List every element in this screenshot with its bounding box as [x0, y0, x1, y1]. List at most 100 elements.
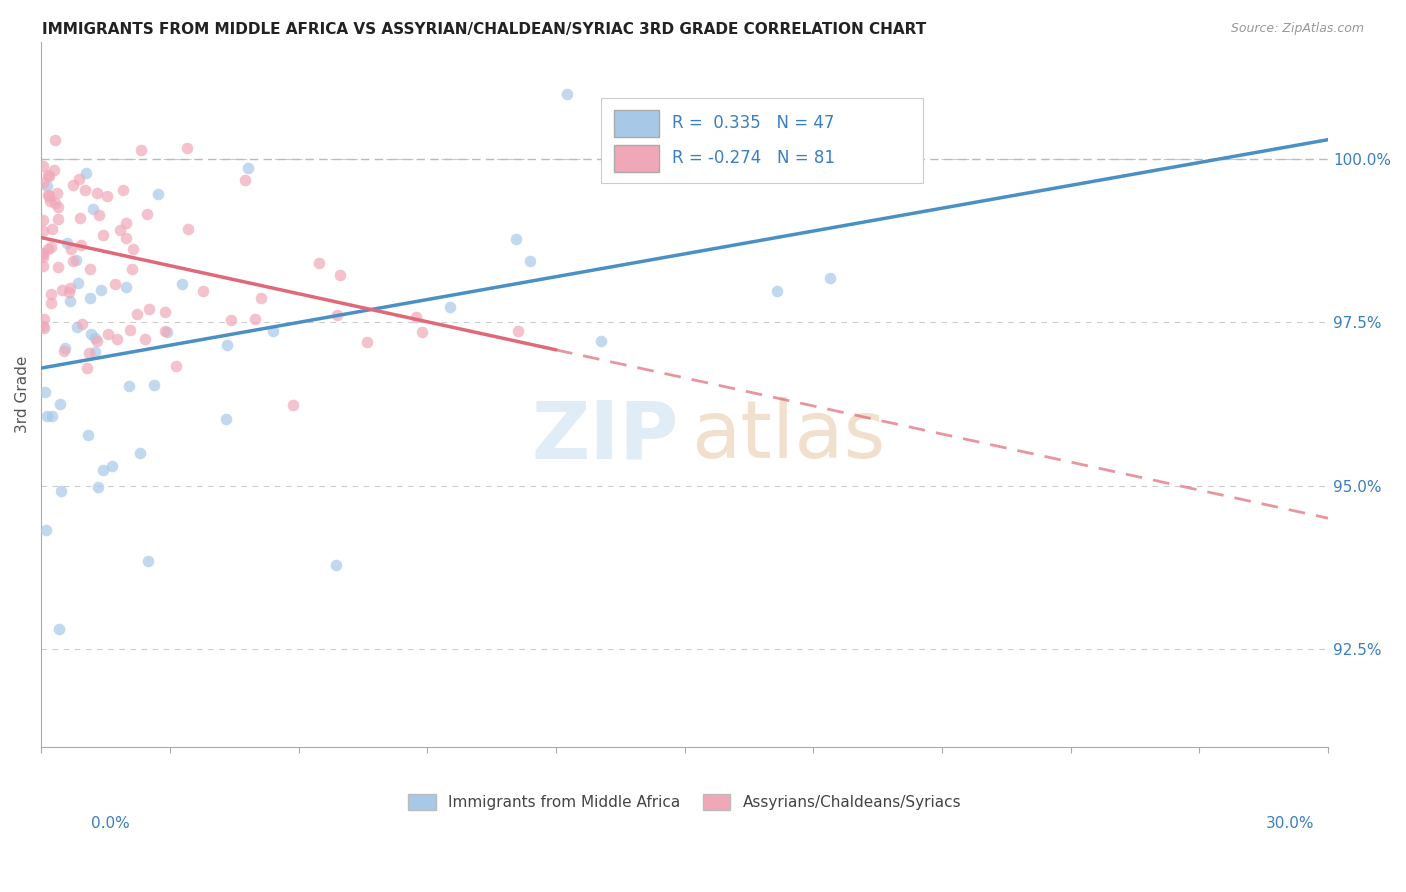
- Point: [75, 183, 97, 197]
- Point: [56, 236, 79, 251]
- Point: [32, 247, 55, 261]
- Point: [38, 169, 60, 183]
- Point: [48, 396, 70, 410]
- Point: [37, 409, 59, 424]
- Legend: Immigrants from Middle Africa, Assyrians/Chaldeans/Syriacs: Immigrants from Middle Africa, Assyrians…: [402, 789, 967, 816]
- Point: [236, 161, 259, 175]
- Point: [356, 335, 378, 350]
- Point: [595, 152, 617, 166]
- Point: [58, 285, 80, 299]
- Point: [325, 558, 347, 572]
- Point: [37, 187, 59, 202]
- Point: [101, 458, 124, 473]
- Point: [245, 312, 267, 326]
- Point: [48, 622, 70, 636]
- Point: [136, 554, 159, 568]
- Point: [121, 261, 143, 276]
- Point: [87, 208, 110, 222]
- Text: 0.0%: 0.0%: [91, 816, 131, 831]
- Point: [79, 346, 101, 360]
- Point: [32, 246, 55, 260]
- Point: [41, 221, 63, 235]
- Point: [39, 240, 62, 254]
- Point: [249, 291, 271, 305]
- Point: [51, 283, 73, 297]
- Point: [34, 311, 56, 326]
- Point: [65, 252, 87, 267]
- Point: [32, 160, 55, 174]
- Point: [67, 172, 90, 186]
- Point: [75, 166, 97, 180]
- Point: [39, 287, 62, 301]
- Point: [83, 344, 105, 359]
- Point: [44, 133, 66, 147]
- Point: [215, 412, 238, 426]
- Point: [51, 484, 73, 499]
- Point: [79, 262, 101, 277]
- Text: Source: ZipAtlas.com: Source: ZipAtlas.com: [1230, 22, 1364, 36]
- Point: [66, 320, 89, 334]
- Point: [112, 183, 135, 197]
- Point: [59, 294, 82, 309]
- Point: [70, 238, 93, 252]
- Point: [146, 186, 169, 201]
- Y-axis label: 3rd Grade: 3rd Grade: [15, 356, 30, 433]
- Point: [86, 186, 108, 201]
- Point: [91, 463, 114, 477]
- Point: [127, 307, 149, 321]
- Point: [87, 480, 110, 494]
- Point: [129, 143, 152, 157]
- Point: [97, 326, 120, 341]
- Point: [693, 103, 716, 117]
- Point: [115, 216, 138, 230]
- Point: [67, 276, 90, 290]
- Point: [105, 332, 128, 346]
- Point: [46, 186, 69, 201]
- Point: [59, 281, 82, 295]
- Point: [62, 178, 84, 192]
- Point: [32, 213, 55, 227]
- Point: [96, 188, 118, 202]
- Point: [329, 268, 352, 282]
- Text: R = -0.274   N = 81: R = -0.274 N = 81: [672, 149, 835, 167]
- Point: [505, 232, 527, 246]
- Point: [46, 211, 69, 226]
- Text: atlas: atlas: [692, 398, 886, 475]
- Point: [38, 189, 60, 203]
- Point: [69, 211, 91, 226]
- Point: [35, 523, 58, 537]
- Point: [411, 325, 433, 339]
- Point: [32, 176, 55, 190]
- Point: [591, 334, 613, 348]
- Point: [153, 305, 176, 319]
- Point: [32, 259, 55, 273]
- Point: [83, 330, 105, 344]
- Point: [555, 87, 578, 101]
- Point: [82, 202, 104, 216]
- Point: [308, 256, 330, 270]
- Point: [115, 231, 138, 245]
- Point: [37, 168, 59, 182]
- Point: [53, 344, 76, 359]
- FancyBboxPatch shape: [614, 110, 659, 136]
- Point: [118, 379, 141, 393]
- Text: ZIP: ZIP: [531, 398, 678, 475]
- Point: [156, 325, 179, 339]
- Point: [134, 332, 156, 346]
- Point: [221, 313, 243, 327]
- Point: [136, 207, 159, 221]
- Point: [118, 323, 141, 337]
- Point: [32, 250, 55, 264]
- Point: [41, 409, 63, 424]
- Point: [121, 242, 143, 256]
- Point: [91, 227, 114, 242]
- Point: [80, 327, 103, 342]
- Point: [60, 243, 83, 257]
- Point: [138, 301, 160, 316]
- Point: [193, 284, 215, 298]
- Point: [818, 271, 841, 285]
- Point: [176, 221, 198, 235]
- Point: [32, 224, 55, 238]
- Point: [506, 324, 529, 338]
- Point: [765, 284, 787, 298]
